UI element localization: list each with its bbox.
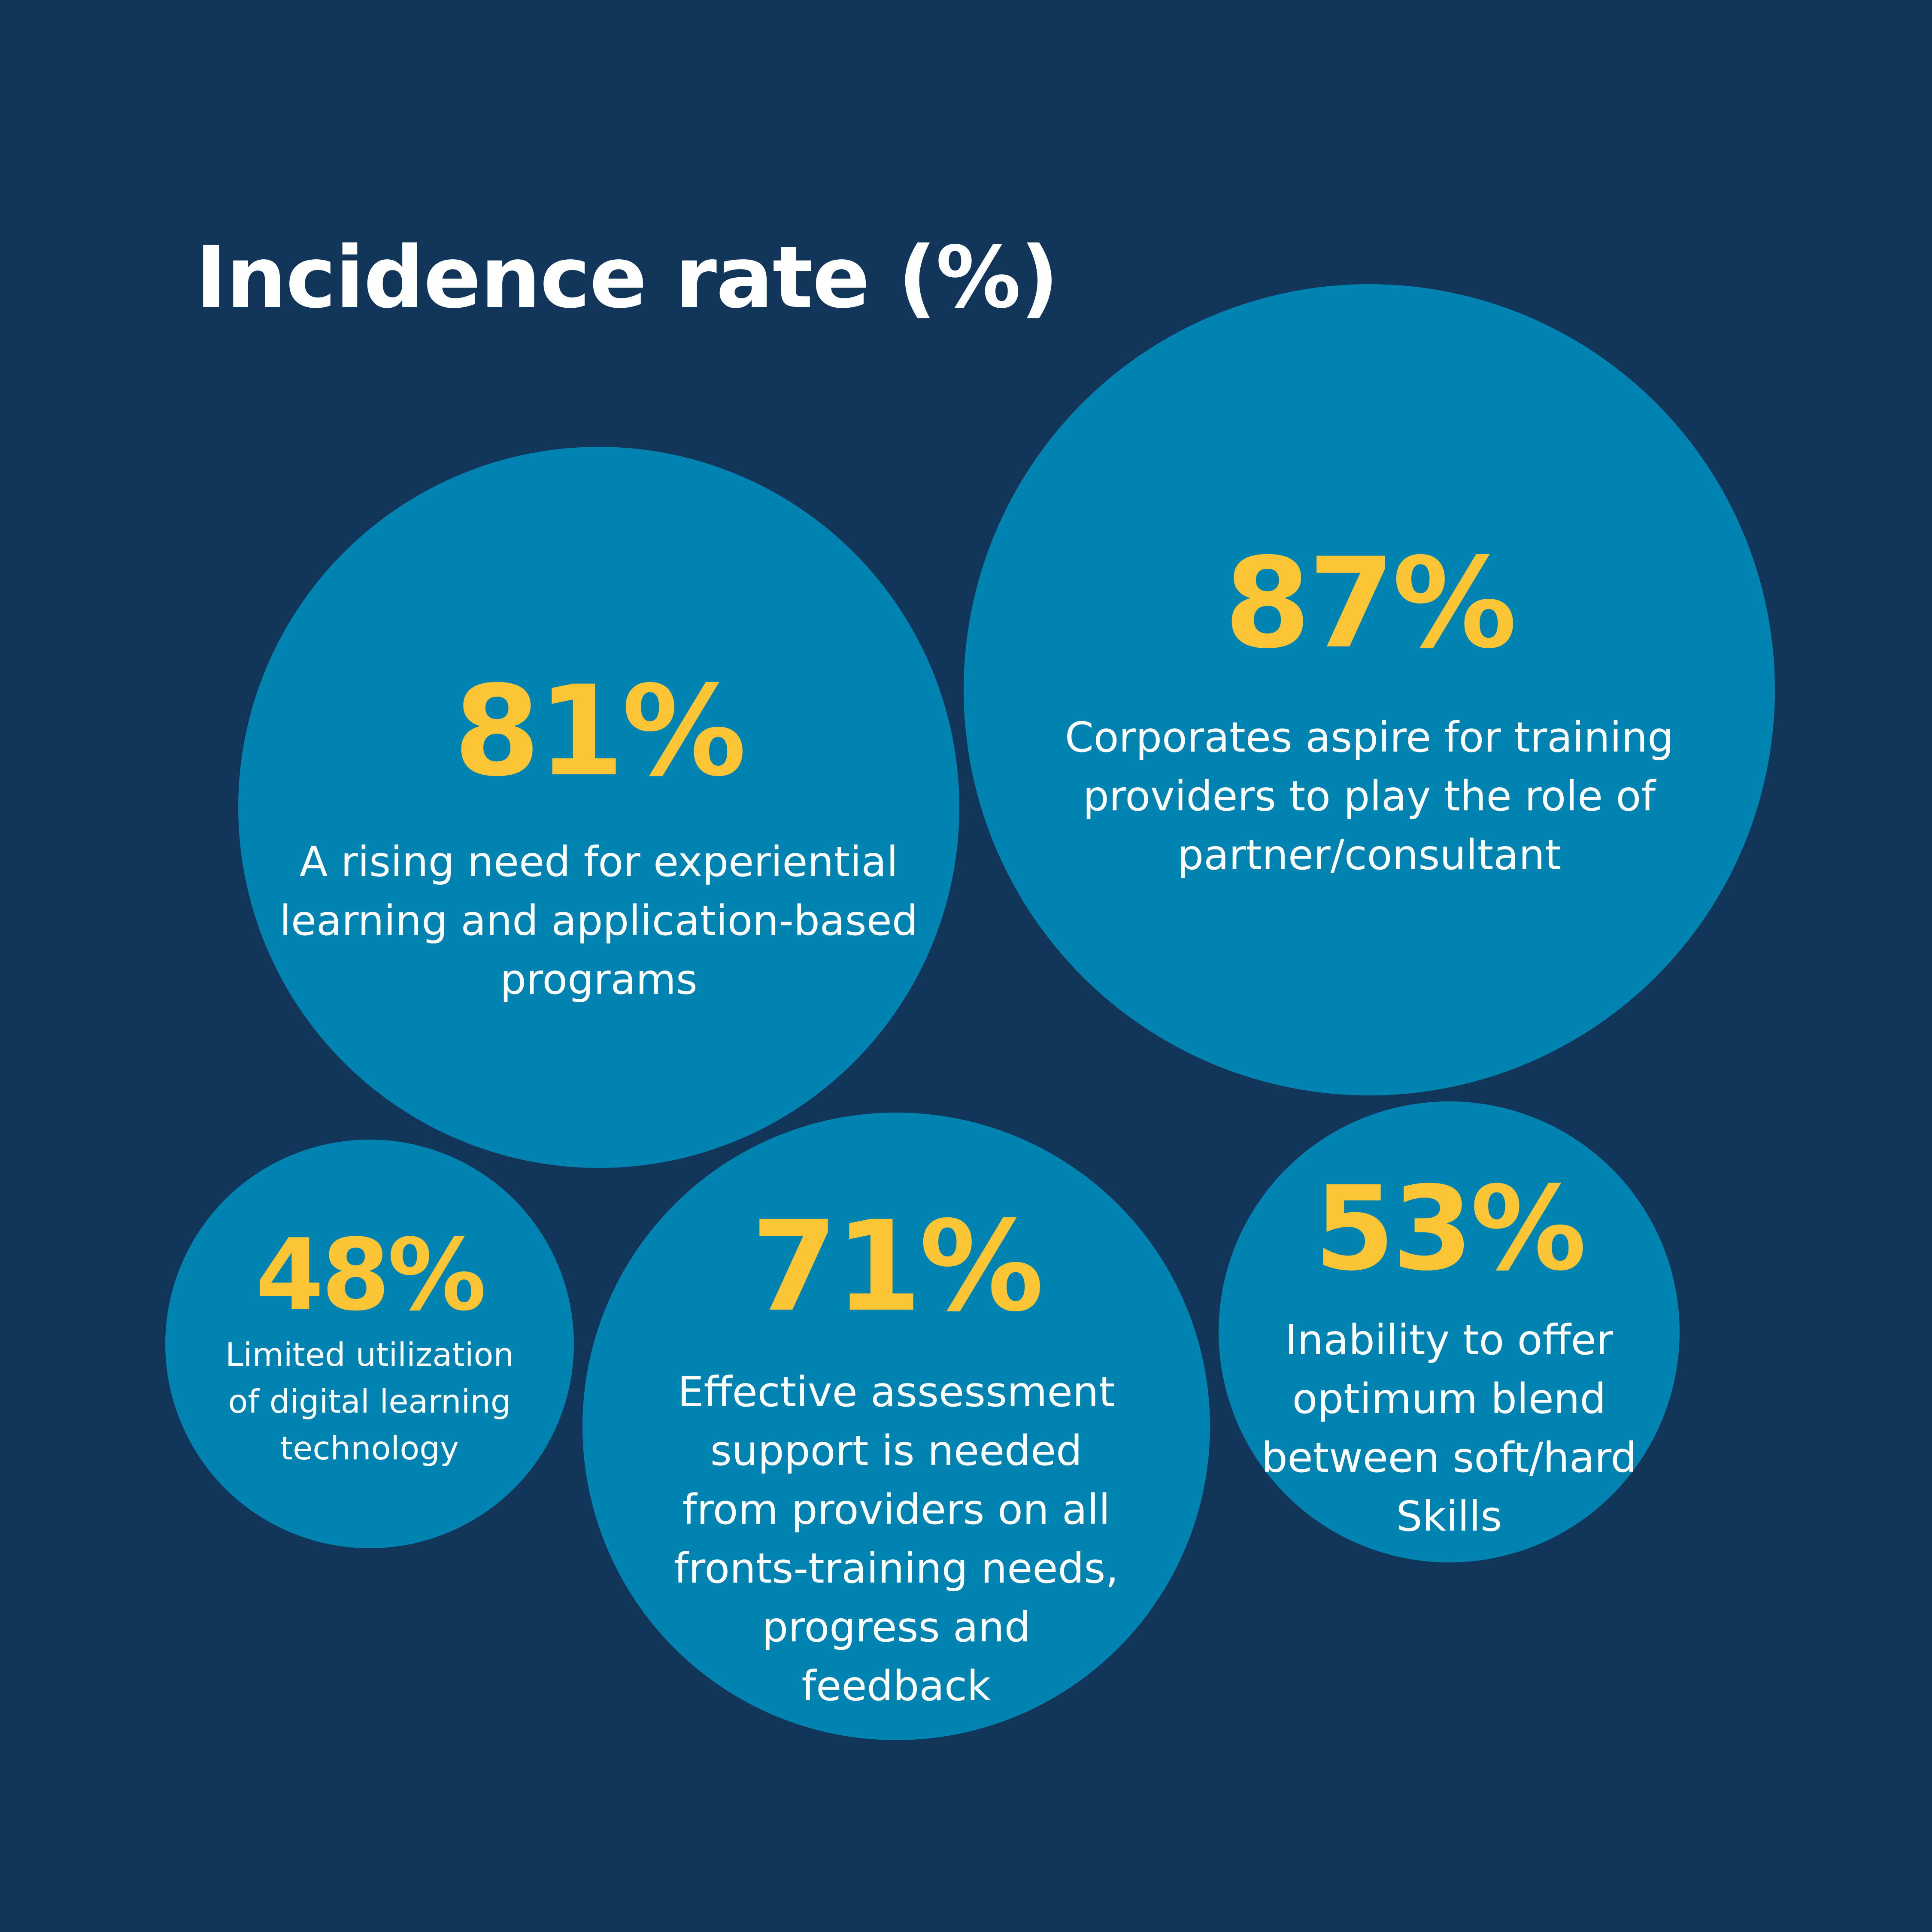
bubble-value-label: 48% <box>255 1218 487 1333</box>
bubble-description: A rising need for experiential learning a… <box>264 833 934 1009</box>
bubble-description-line: Inability to offer <box>1285 1316 1614 1364</box>
bubble-48: 48% Limited utilization of digital learnin… <box>165 1140 574 1548</box>
bubble-81: 81% A rising need for experiential learnin… <box>238 447 959 1168</box>
bubble-description-line: Skills <box>1396 1492 1502 1541</box>
bubble-description-line: programs <box>500 955 698 1004</box>
bubble-description-line: Limited utilization <box>225 1336 514 1374</box>
bubble-description-line: optimum blend <box>1292 1375 1606 1423</box>
bubble-value-label: 81% <box>453 659 746 804</box>
bubble-description: Effective assessment support is needed fro… <box>647 1363 1145 1716</box>
bubble-description: Corporates aspire for training providers … <box>1052 708 1687 885</box>
bubble-53: 53% Inability to offer optimum blend betwee… <box>1219 1101 1680 1562</box>
bubble-description-line: progress and <box>762 1603 1031 1651</box>
bubble-value-label: 71% <box>751 1195 1044 1339</box>
bubble-description: Inability to offer optimum blend between s… <box>1260 1311 1638 1546</box>
bubble-87: 87% Corporates aspire for training provide… <box>964 284 1775 1095</box>
bubble-description-line: feedback <box>801 1662 991 1710</box>
bubble-description-line: Corporates aspire for training <box>1065 713 1674 761</box>
bubble-description-line: Effective assessment <box>677 1368 1115 1416</box>
bubble-value-label: 53% <box>1314 1161 1586 1296</box>
bubble-description-line: A rising need for experiential <box>299 838 898 886</box>
chart-title: Incidence rate (%) <box>195 228 1059 327</box>
bubble-description-line: support is needed <box>710 1427 1083 1475</box>
bubble-value-label: 87% <box>1224 531 1517 676</box>
bubble-description-line: technology <box>280 1429 459 1467</box>
bubble-description-line: from providers on all <box>682 1486 1110 1534</box>
bubble-description-line: fronts-training needs, <box>674 1544 1119 1592</box>
bubble-description-line: learning and application-based <box>279 897 918 945</box>
bubble-description: Limited utilization of digital learning te… <box>211 1331 528 1472</box>
bubble-71: 71% Effective assessment support is needed… <box>582 1113 1210 1740</box>
bubble-description-line: partner/consultant <box>1177 831 1561 879</box>
bubble-description-line: of digital learning <box>228 1383 511 1420</box>
bubble-description-line: between soft/hard <box>1261 1434 1637 1482</box>
bubble-description-line: providers to play the role of <box>1083 772 1656 820</box>
